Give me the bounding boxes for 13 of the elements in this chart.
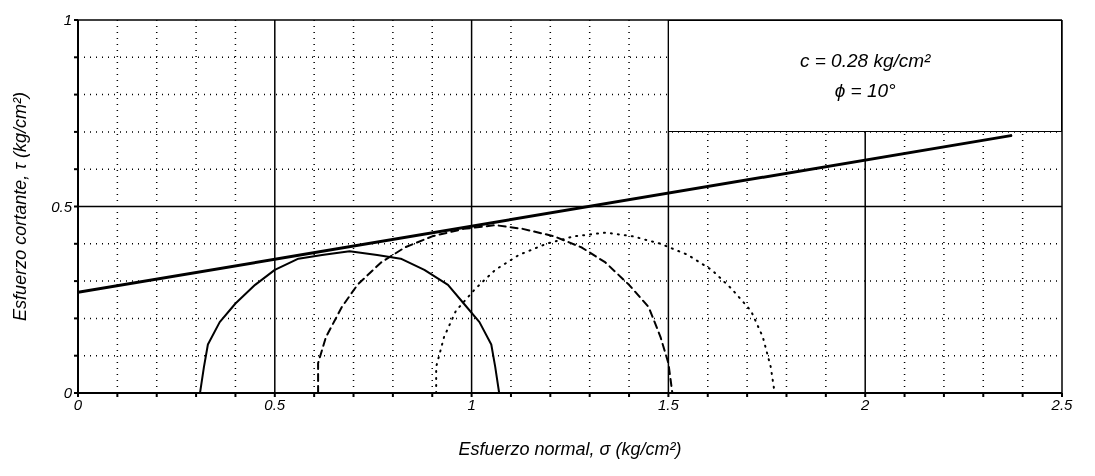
x-tick-label: 0.5	[264, 395, 286, 413]
annotation: ϕ = 10°	[834, 78, 896, 103]
y-tick-label: 0.5	[51, 197, 73, 215]
y-axis-title: Esfuerzo cortante, τ (kg/cm²)	[10, 92, 31, 321]
text-box: c = 0.28 kg/cm² ϕ = 10°	[668, 20, 1062, 132]
annotation: c = 0.28 kg/cm²	[799, 48, 931, 73]
x-tick-label: 1	[467, 395, 476, 413]
x-tick-label: 2.5	[1050, 395, 1074, 413]
y-tick-label: 0	[63, 384, 73, 402]
y-tick-label: 1	[63, 11, 72, 29]
x-tick-label: 2	[860, 395, 871, 413]
x-tick-label: 1.5	[657, 395, 680, 413]
x-axis-title: Esfuerzo normal, σ (kg/cm²)	[458, 439, 682, 459]
